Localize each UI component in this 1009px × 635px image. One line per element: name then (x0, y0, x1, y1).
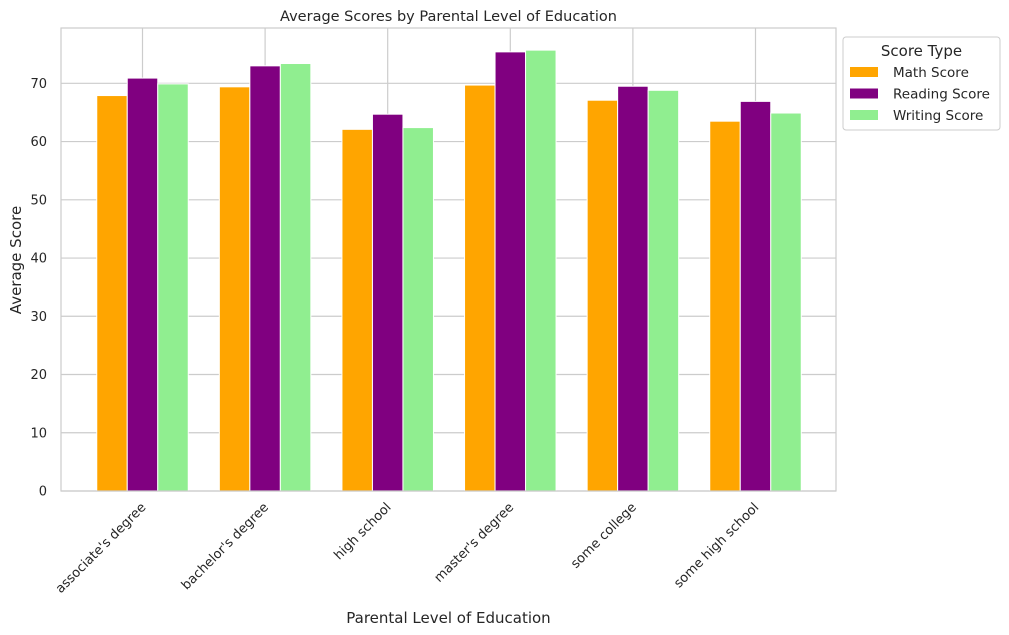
bar (617, 85, 649, 492)
bar (402, 127, 434, 492)
legend-label: Math Score (893, 65, 969, 81)
legend-swatch (850, 110, 878, 120)
y-tick-label: 60 (30, 135, 47, 150)
chart-title: Average Scores by Parental Level of Educ… (280, 9, 617, 25)
y-tick-label: 10 (30, 426, 47, 441)
legend-swatch (850, 88, 878, 99)
x-tick-label: bachelor's degree (179, 500, 272, 593)
x-tick-label: some high school (671, 500, 762, 591)
legend-title: Score Type (881, 42, 962, 60)
x-tick-label: high school (331, 500, 394, 563)
plot-frame (60, 27, 837, 492)
y-tick-label: 0 (39, 485, 47, 500)
bar (126, 77, 159, 492)
y-tick-label: 70 (30, 77, 47, 92)
bar (464, 84, 496, 492)
plot-background (61, 28, 836, 491)
bar (525, 49, 557, 492)
x-tick-labels: associate's degree bachelor's degree high … (53, 500, 762, 596)
bar (96, 95, 128, 492)
bar (709, 120, 741, 492)
bar (279, 63, 312, 492)
legend-frame (842, 36, 1001, 131)
bar (371, 113, 404, 492)
y-tick-labels: 0 10 20 30 40 50 60 70 (30, 77, 47, 500)
y-axis-title: Average Score (7, 206, 25, 314)
bar (647, 89, 680, 492)
y-tick-label: 40 (30, 252, 47, 267)
bar (770, 112, 802, 492)
legend-items: Math Score Reading Score Writing Score (850, 65, 990, 124)
bar (586, 99, 619, 492)
x-tick-label: master's degree (432, 500, 517, 585)
bar (249, 65, 281, 492)
bar (494, 51, 527, 492)
x-axis-title: Parental Level of Education (346, 609, 550, 627)
legend: Score Type Math Score Reading Score Writin… (842, 36, 1001, 131)
legend-swatch (850, 67, 878, 77)
legend-label: Reading Score (893, 87, 990, 103)
y-tick-label: 20 (30, 368, 47, 383)
y-tick-label: 30 (30, 310, 47, 325)
bar (341, 128, 373, 492)
bar (157, 83, 189, 492)
bars-layer (96, 49, 802, 492)
y-tick-label: 50 (30, 193, 47, 208)
legend-label: Writing Score (893, 108, 983, 124)
bar (218, 86, 251, 492)
bar (739, 100, 772, 492)
x-tick-label: associate's degree (53, 500, 149, 596)
x-tick-label: some college (568, 500, 639, 571)
